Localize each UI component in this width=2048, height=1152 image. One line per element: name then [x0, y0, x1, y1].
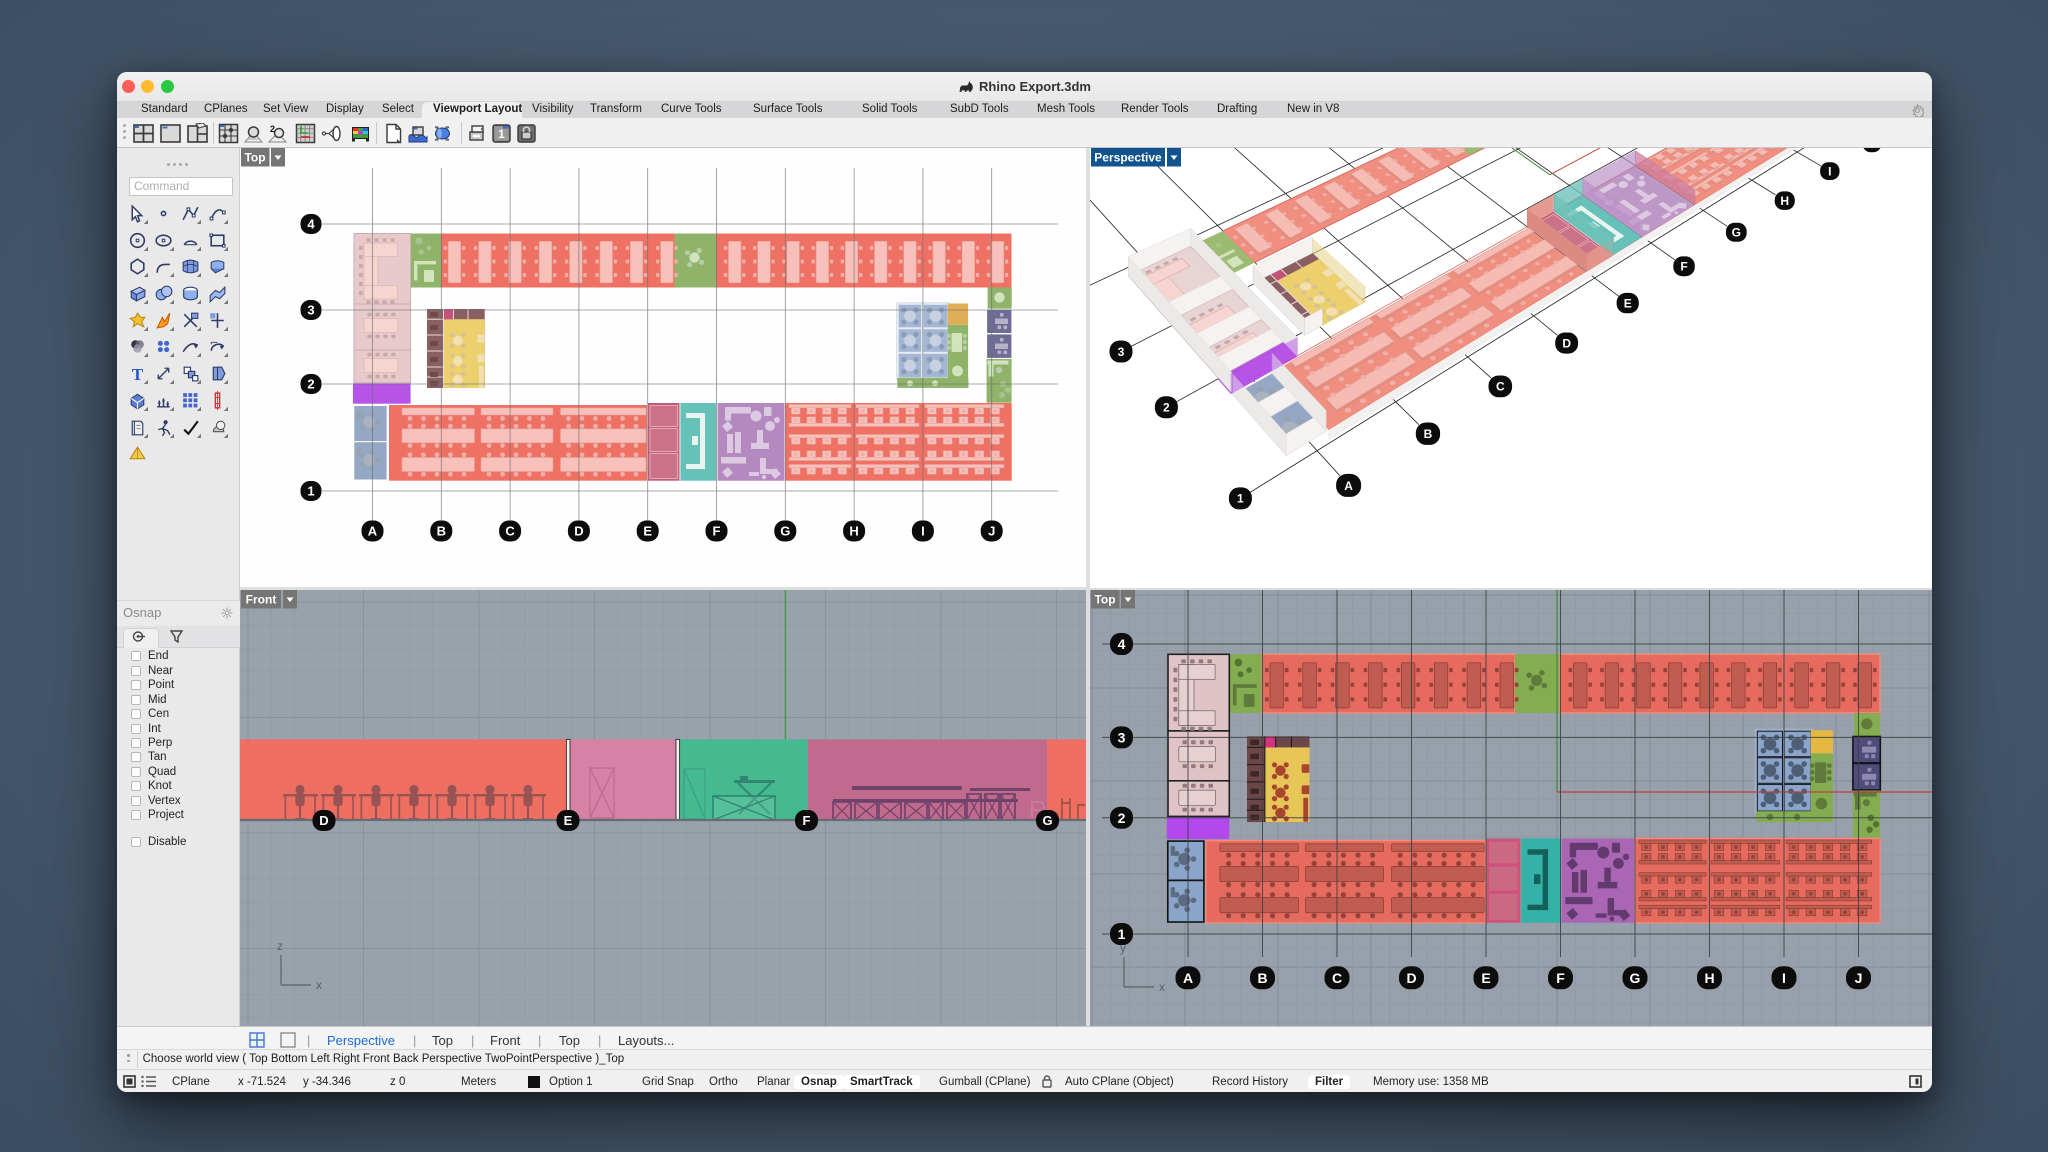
- svg-text:Top: Top: [244, 150, 265, 164]
- svg-text:3: 3: [1118, 729, 1126, 745]
- svg-text:Front: Front: [246, 592, 277, 606]
- svg-text:G: G: [1732, 225, 1741, 239]
- svg-text:J: J: [1855, 969, 1863, 985]
- svg-text:J: J: [1869, 148, 1876, 151]
- svg-text:D: D: [1562, 336, 1571, 350]
- svg-text:T: T: [132, 364, 143, 383]
- svg-text:2: 2: [1118, 809, 1126, 825]
- svg-text:A: A: [1344, 478, 1353, 492]
- svg-text:F: F: [1680, 259, 1687, 273]
- svg-text:F: F: [1556, 969, 1565, 985]
- svg-text:B: B: [437, 523, 446, 538]
- svg-text:1: 1: [307, 483, 314, 498]
- svg-text:E: E: [564, 813, 573, 828]
- svg-text:A: A: [1183, 969, 1193, 985]
- svg-text:E: E: [1624, 296, 1632, 310]
- svg-text:I: I: [1782, 969, 1786, 985]
- svg-text:3: 3: [1118, 344, 1125, 358]
- svg-text:F: F: [713, 523, 721, 538]
- svg-text:1: 1: [498, 127, 505, 141]
- svg-text:J: J: [988, 523, 995, 538]
- svg-text:1: 1: [1237, 491, 1244, 505]
- svg-text:I: I: [921, 523, 925, 538]
- svg-text:Top: Top: [1094, 592, 1115, 606]
- svg-text:x: x: [316, 978, 322, 992]
- svg-text:I: I: [1828, 164, 1831, 178]
- svg-text:B: B: [1424, 427, 1433, 441]
- svg-text:H: H: [849, 523, 858, 538]
- svg-text:D: D: [1406, 969, 1416, 985]
- svg-text:2: 2: [270, 124, 275, 134]
- svg-text:x: x: [1159, 980, 1165, 994]
- svg-text:C: C: [505, 523, 515, 538]
- svg-text:z: z: [277, 939, 283, 953]
- svg-text:E: E: [643, 523, 652, 538]
- svg-text:3: 3: [307, 302, 314, 317]
- svg-text:Perspective: Perspective: [1094, 150, 1162, 164]
- svg-text:2: 2: [307, 376, 314, 391]
- svg-text:D: D: [574, 523, 583, 538]
- svg-text:E: E: [1481, 969, 1490, 985]
- svg-text:H: H: [1780, 193, 1789, 207]
- svg-text:G: G: [1630, 969, 1641, 985]
- svg-text:G: G: [1042, 813, 1052, 828]
- svg-text:G: G: [780, 523, 790, 538]
- svg-text:C: C: [1496, 379, 1505, 393]
- svg-text:4: 4: [1118, 636, 1126, 652]
- svg-text:1: 1: [1118, 926, 1126, 942]
- svg-text:4: 4: [307, 216, 315, 231]
- svg-text:D: D: [319, 813, 328, 828]
- svg-text:B: B: [1257, 969, 1267, 985]
- svg-text:A: A: [368, 523, 378, 538]
- svg-text:H: H: [1704, 969, 1714, 985]
- svg-text:F: F: [803, 813, 811, 828]
- svg-text:C: C: [1332, 969, 1342, 985]
- svg-text:2: 2: [1163, 400, 1170, 414]
- svg-text:y: y: [1120, 941, 1126, 955]
